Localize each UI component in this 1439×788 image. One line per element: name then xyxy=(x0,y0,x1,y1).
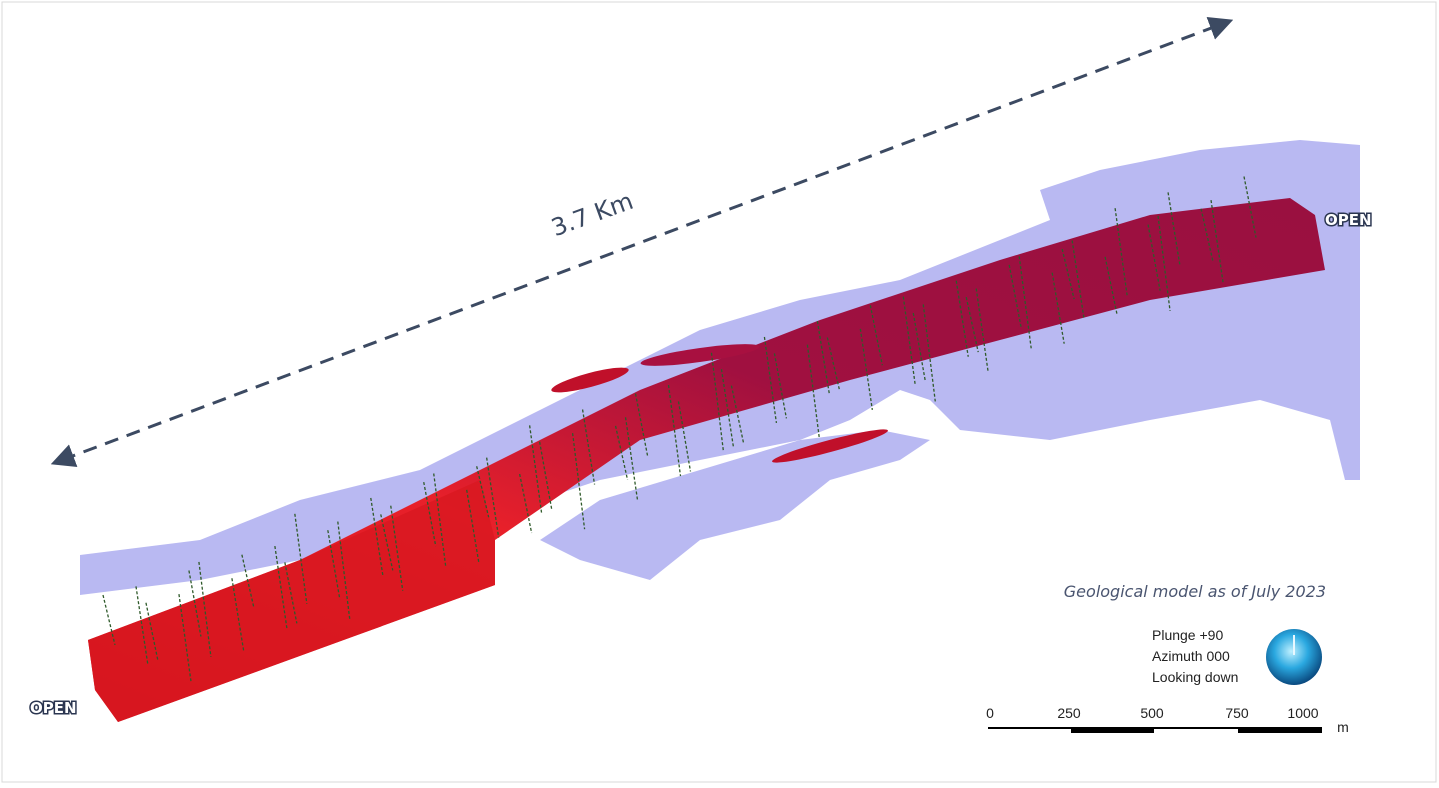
drill-hole xyxy=(231,578,245,653)
drill-hole xyxy=(433,473,447,567)
scale-segment xyxy=(1238,728,1322,733)
scale-label: 750 xyxy=(1225,705,1249,721)
drill-hole xyxy=(198,561,212,657)
drill-hole xyxy=(1243,176,1257,238)
open-label: OPEN xyxy=(30,699,77,717)
drill-hole xyxy=(390,505,404,591)
drill-hole xyxy=(519,473,533,534)
drill-hole xyxy=(274,545,288,629)
drill-hole xyxy=(241,554,255,608)
compass xyxy=(1266,629,1322,685)
orientation: Azimuth 000 xyxy=(1152,648,1230,664)
drill-hole xyxy=(135,586,149,666)
drill-hole xyxy=(284,562,298,624)
scale-label: 500 xyxy=(1140,705,1164,721)
open-label: OPEN xyxy=(1325,211,1372,229)
terrain xyxy=(540,430,930,580)
scale-segment xyxy=(1071,728,1154,733)
scale-label: 0 xyxy=(986,705,994,721)
drill-hole xyxy=(476,466,490,518)
drill-hole xyxy=(337,521,351,620)
ore-body xyxy=(88,480,495,722)
drill-hole xyxy=(188,570,202,637)
drill-hole xyxy=(370,497,384,576)
drill-hole xyxy=(466,489,480,562)
drill-hole xyxy=(423,481,437,547)
orientation: Looking down xyxy=(1152,669,1238,685)
drill-hole xyxy=(380,514,394,571)
scale-unit: m xyxy=(1337,719,1349,735)
scale-label: 250 xyxy=(1057,705,1081,721)
drill-hole xyxy=(486,457,500,538)
caption: Geological model as of July 2023 xyxy=(1064,582,1326,601)
drill-hole xyxy=(327,530,341,600)
scale-label: 1000 xyxy=(1287,705,1318,721)
drill-hole xyxy=(102,594,116,646)
drill-hole xyxy=(294,513,308,604)
orientation: Plunge +90 xyxy=(1152,627,1223,643)
